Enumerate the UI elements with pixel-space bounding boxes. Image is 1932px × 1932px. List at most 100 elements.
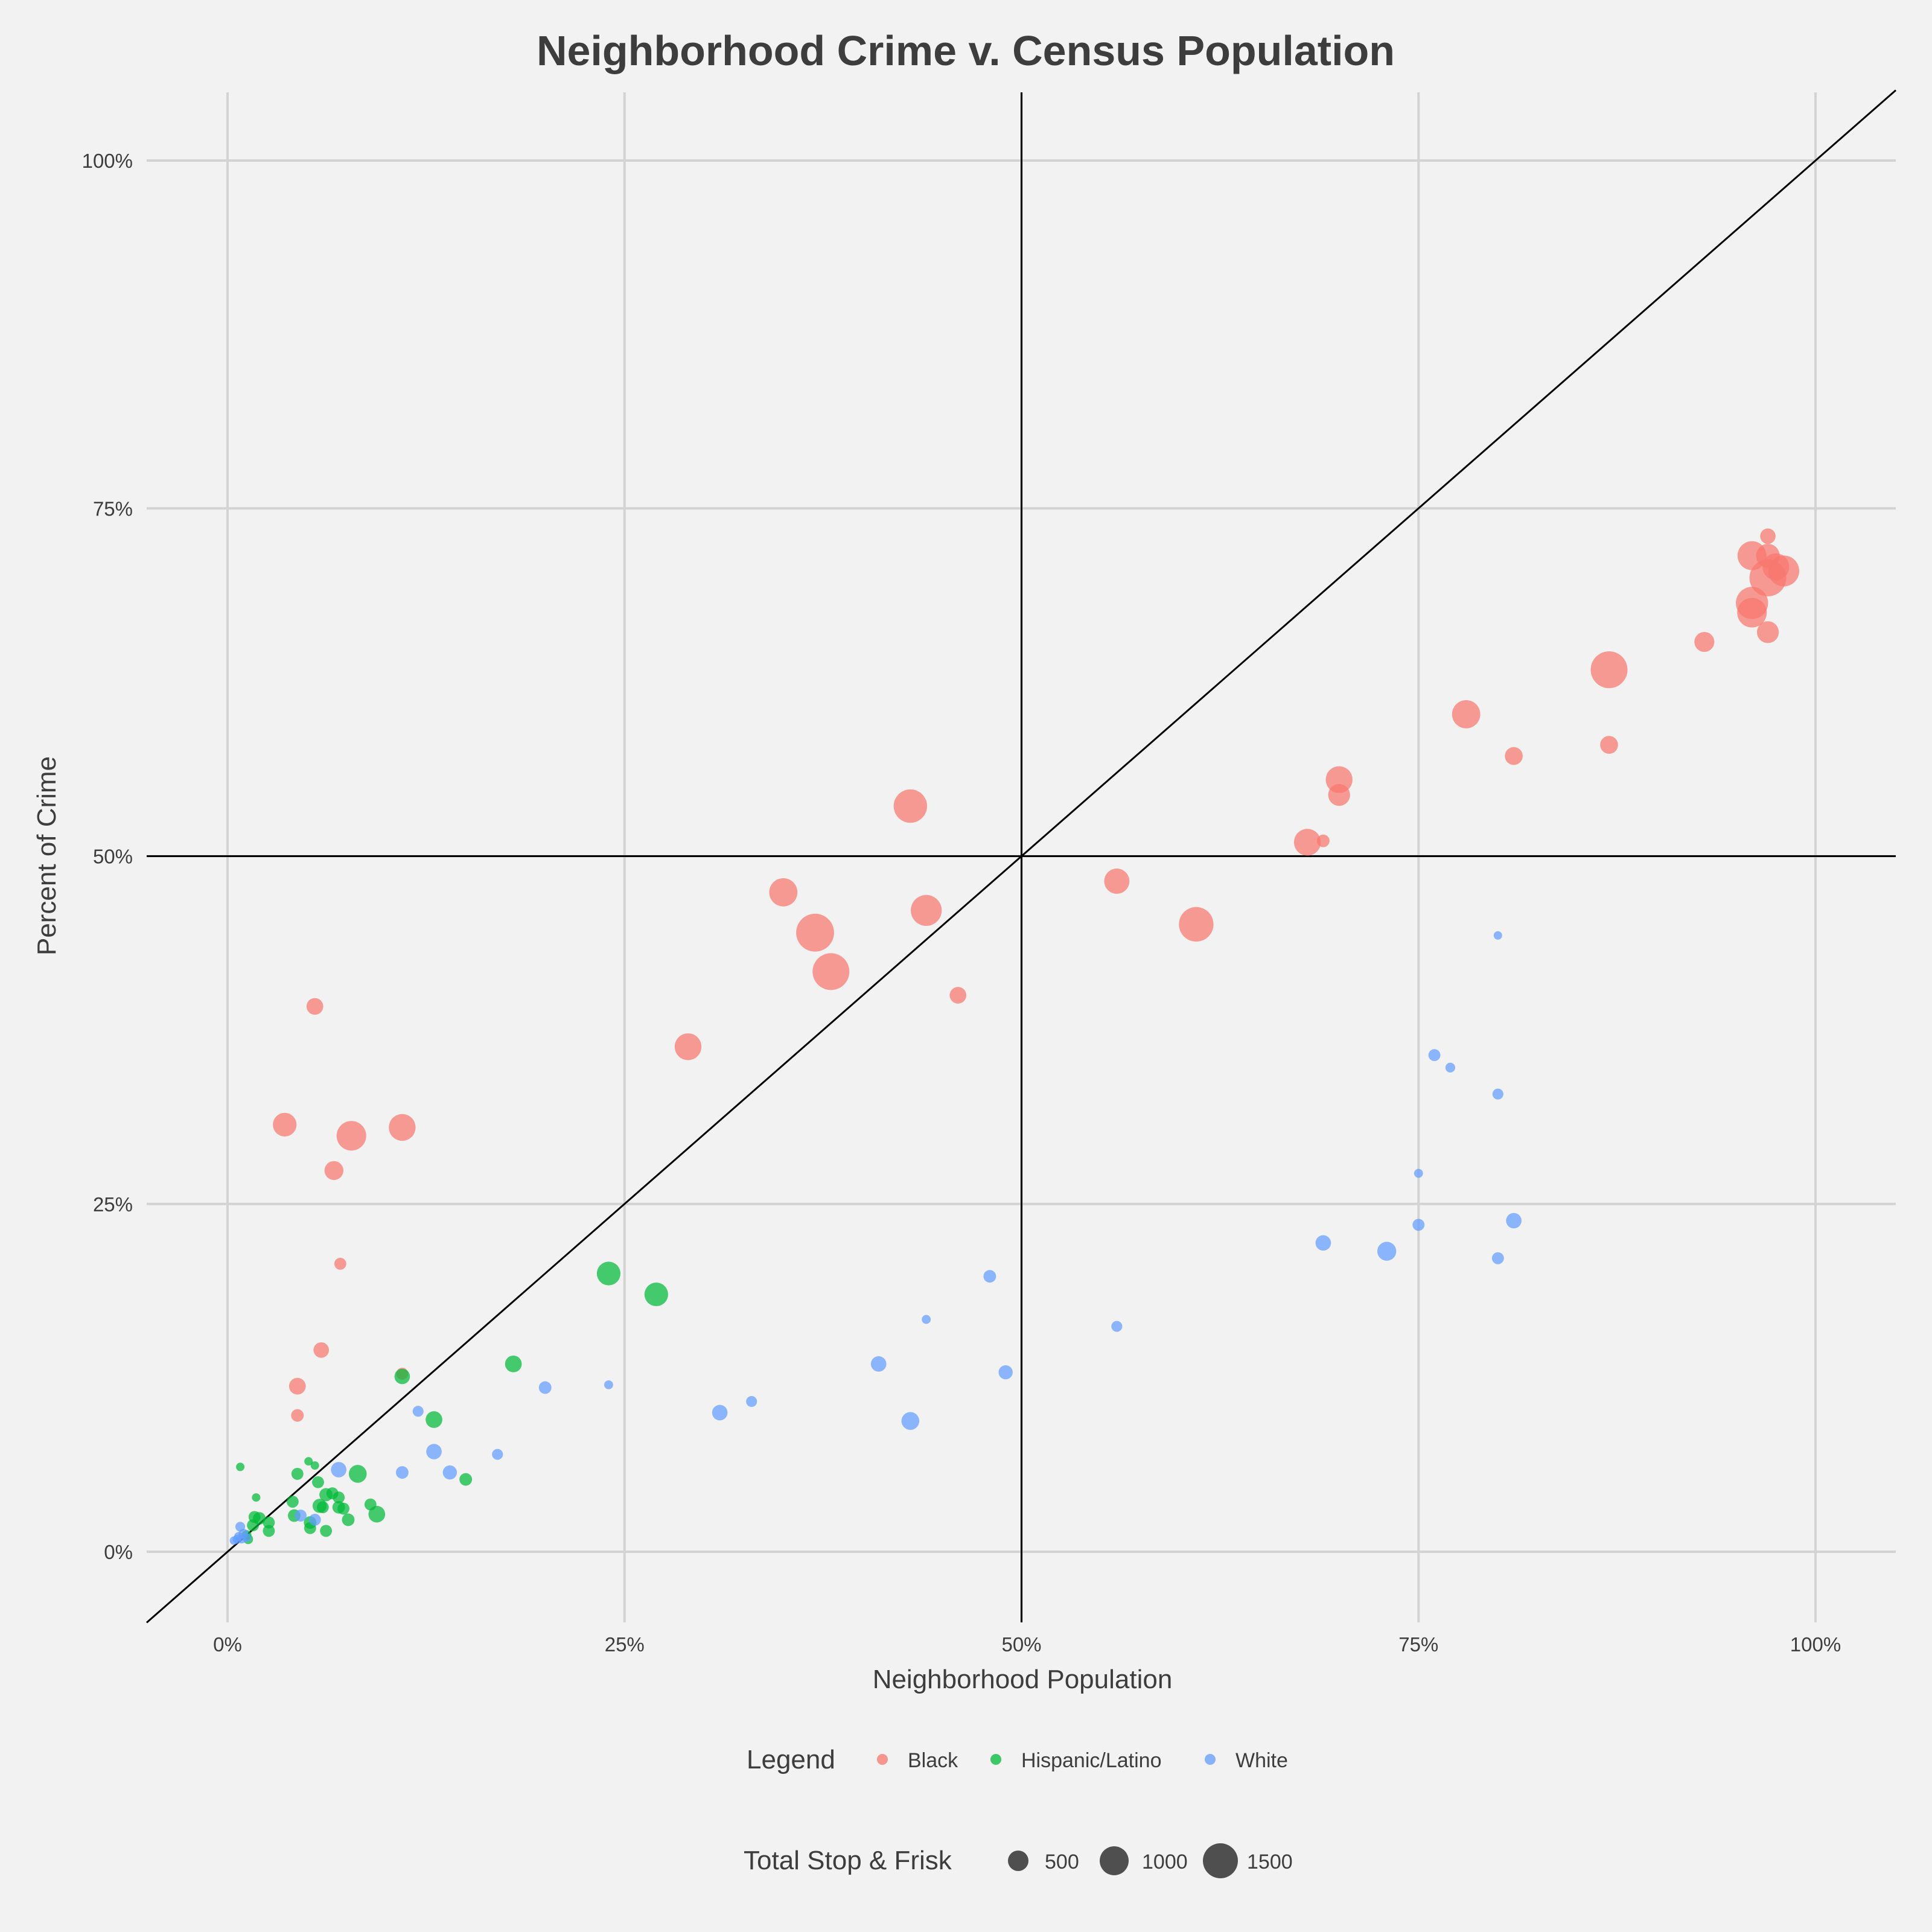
legend-label-hispanic-latino: Hispanic/Latino: [1021, 1749, 1161, 1772]
reference-lines: [146, 89, 1896, 1624]
data-point-white: [983, 1270, 996, 1283]
data-point-white: [1377, 1242, 1397, 1261]
data-point-hispanic-latino: [337, 1502, 349, 1515]
data-point-black: [1600, 736, 1618, 754]
data-point-black: [1179, 907, 1214, 942]
data-point-hispanic-latino: [505, 1355, 522, 1372]
color-legend: Legend Black Hispanic/Latino White: [747, 1745, 1288, 1774]
data-point-white: [538, 1381, 552, 1394]
data-point-black: [1316, 834, 1330, 847]
legend-label-black: Black: [908, 1749, 958, 1772]
data-point-black: [1737, 598, 1767, 628]
data-point-white: [331, 1462, 346, 1478]
data-point-white: [1491, 1252, 1504, 1264]
data-point-white: [746, 1395, 757, 1408]
data-point-hispanic-latino: [263, 1516, 275, 1529]
data-point-black: [1104, 869, 1130, 894]
data-point-white: [712, 1404, 728, 1421]
y-axis-title: Percent of Crime: [32, 756, 62, 955]
x-tick-label: 25%: [605, 1633, 645, 1656]
x-tick-label: 50%: [1001, 1633, 1041, 1656]
data-point-black: [334, 1257, 346, 1270]
legend-size-label-1500: 1500: [1247, 1851, 1293, 1873]
y-tick-label: 25%: [93, 1193, 133, 1216]
data-point-white: [1412, 1219, 1425, 1231]
data-point-hispanic-latino: [426, 1411, 442, 1428]
data-point-white: [922, 1315, 931, 1324]
data-point-white: [604, 1380, 613, 1389]
data-point-black: [1694, 631, 1715, 652]
data-point-hispanic-latino: [596, 1261, 621, 1286]
legend-size-label-500: 500: [1045, 1851, 1079, 1873]
data-point-black: [306, 998, 324, 1015]
size-legend-title: Total Stop & Frisk: [744, 1846, 952, 1875]
legend-size-swatch-1500: [1203, 1843, 1238, 1878]
y-tick-label: 100%: [82, 150, 133, 172]
data-point-white: [998, 1365, 1013, 1380]
tick-labels: 0% 25% 50% 75% 100% 0% 25% 50% 75% 100%: [82, 150, 1841, 1656]
data-point-black: [1505, 747, 1523, 765]
data-point-hispanic-latino: [364, 1498, 377, 1511]
data-point-black: [273, 1112, 297, 1137]
data-point-white: [1506, 1213, 1522, 1229]
x-tick-label: 100%: [1790, 1633, 1841, 1656]
legend-label-white: White: [1235, 1749, 1288, 1772]
data-point-hispanic-latino: [286, 1496, 299, 1508]
x-tick-label: 0%: [213, 1633, 242, 1656]
data-point-hispanic-latino: [304, 1457, 313, 1466]
data-point-black: [1328, 783, 1350, 806]
data-point-hispanic-latino: [312, 1476, 324, 1488]
color-legend-title: Legend: [747, 1745, 835, 1774]
data-point-hispanic-latino: [342, 1513, 355, 1526]
data-point-white: [1493, 931, 1502, 940]
data-point-hispanic-latino: [459, 1473, 473, 1486]
data-point-white: [901, 1412, 920, 1430]
data-point-hispanic-latino: [320, 1525, 333, 1537]
data-point-white: [412, 1406, 424, 1417]
legend-size-swatch-1000: [1100, 1846, 1129, 1875]
data-point-black: [291, 1409, 304, 1422]
data-point-hispanic-latino: [644, 1282, 668, 1307]
data-point-black: [796, 913, 834, 952]
x-tick-label: 75%: [1398, 1633, 1438, 1656]
y-tick-label: 0%: [104, 1541, 133, 1563]
data-point-hispanic-latino: [394, 1368, 410, 1385]
data-point-hispanic-latino: [348, 1465, 367, 1483]
data-point-white: [1315, 1235, 1331, 1251]
data-point-white: [308, 1514, 321, 1526]
legend-size-label-1000: 1000: [1142, 1851, 1188, 1873]
data-point-black: [336, 1121, 366, 1151]
data-point-hispanic-latino: [247, 1519, 260, 1532]
legend-swatch-black: [877, 1754, 888, 1765]
data-point-hispanic-latino: [252, 1493, 261, 1502]
data-point-black: [1590, 651, 1628, 689]
size-legend: Total Stop & Frisk 500 1000 1500: [744, 1843, 1293, 1878]
y-tick-label: 75%: [93, 497, 133, 520]
data-point-white: [426, 1444, 442, 1459]
y-tick-label: 50%: [93, 846, 133, 868]
data-point-hispanic-latino: [291, 1467, 304, 1480]
legend-swatch-white: [1205, 1754, 1216, 1765]
data-point-hispanic-latino: [236, 1462, 245, 1471]
data-point-black: [893, 789, 928, 823]
data-point-black: [289, 1377, 306, 1395]
data-point-white: [1428, 1049, 1441, 1062]
data-point-black: [674, 1033, 702, 1060]
data-point-black: [911, 894, 942, 926]
data-point-black: [389, 1114, 416, 1141]
data-point-black: [1293, 829, 1321, 856]
data-point-black: [313, 1342, 330, 1358]
data-point-black: [812, 953, 850, 990]
data-point-white: [442, 1465, 457, 1480]
data-point-white: [229, 1536, 238, 1545]
data-point-white: [395, 1466, 409, 1479]
data-point-black: [1760, 528, 1776, 544]
data-point-black: [1756, 544, 1780, 568]
data-point-hispanic-latino: [263, 1525, 275, 1537]
legend-size-swatch-500: [1008, 1851, 1028, 1871]
data-point-white: [870, 1356, 887, 1372]
data-point-black: [1756, 621, 1779, 643]
data-point-black: [769, 878, 798, 907]
